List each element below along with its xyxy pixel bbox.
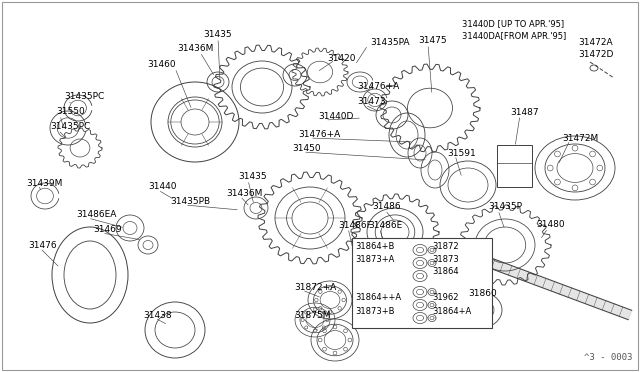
Text: 31420: 31420	[327, 54, 355, 62]
Text: 31439M: 31439M	[26, 179, 62, 187]
Text: 31476+A: 31476+A	[357, 81, 399, 90]
Text: 31873: 31873	[432, 254, 459, 263]
Text: 31864: 31864	[432, 267, 459, 276]
Text: 31872+A: 31872+A	[294, 282, 336, 292]
Text: 31873+B: 31873+B	[355, 307, 394, 315]
Text: 31440DA[FROM APR.'95]: 31440DA[FROM APR.'95]	[462, 32, 566, 41]
Text: 31435: 31435	[238, 171, 267, 180]
Text: 31864++A: 31864++A	[355, 294, 401, 302]
Text: 31436M: 31436M	[226, 189, 262, 198]
Text: 31460: 31460	[148, 60, 176, 68]
Text: 31591: 31591	[447, 148, 476, 157]
Bar	[352, 238, 492, 328]
Text: 31962: 31962	[432, 294, 458, 302]
Text: 31875M: 31875M	[294, 311, 330, 321]
Text: 31438: 31438	[143, 311, 172, 321]
Polygon shape	[448, 243, 632, 320]
Text: 31480: 31480	[536, 219, 564, 228]
Text: 31450: 31450	[292, 144, 321, 153]
Text: 31486EA: 31486EA	[76, 209, 116, 218]
Text: 31435P: 31435P	[488, 202, 522, 211]
Text: 31435PA: 31435PA	[370, 38, 410, 46]
Text: 31487: 31487	[510, 108, 539, 116]
Text: 31550: 31550	[56, 106, 84, 115]
Text: 31473: 31473	[357, 96, 386, 106]
Text: 31486F: 31486F	[338, 221, 372, 230]
Text: 31476: 31476	[28, 241, 56, 250]
Text: 31472M: 31472M	[562, 134, 598, 142]
Text: 31872: 31872	[432, 241, 459, 250]
Text: 31475: 31475	[418, 35, 447, 45]
Bar	[497, 145, 532, 187]
Text: 31469: 31469	[93, 224, 122, 234]
Text: 31440D: 31440D	[318, 112, 353, 121]
Text: 31486E: 31486E	[368, 221, 403, 230]
Text: 31440: 31440	[148, 182, 177, 190]
Text: 31435PB: 31435PB	[170, 196, 210, 205]
Text: 31472D: 31472D	[578, 49, 613, 58]
Text: 31436M: 31436M	[177, 44, 213, 52]
Text: 31860: 31860	[468, 289, 497, 298]
Bar	[353, 258, 381, 293]
Text: 31486: 31486	[372, 202, 401, 211]
Text: 31476+A: 31476+A	[298, 129, 340, 138]
Text: 31435PC: 31435PC	[64, 92, 104, 100]
Text: 31472A: 31472A	[578, 38, 612, 46]
Text: 31864+B: 31864+B	[355, 241, 394, 250]
Text: 31435: 31435	[204, 29, 232, 38]
Text: ^3 - 0003: ^3 - 0003	[584, 353, 632, 362]
Text: 31435PC: 31435PC	[50, 122, 90, 131]
Text: 31864+A: 31864+A	[432, 307, 471, 315]
Text: 31873+A: 31873+A	[355, 254, 394, 263]
Text: 31440D [UP TO APR.'95]: 31440D [UP TO APR.'95]	[462, 19, 564, 29]
